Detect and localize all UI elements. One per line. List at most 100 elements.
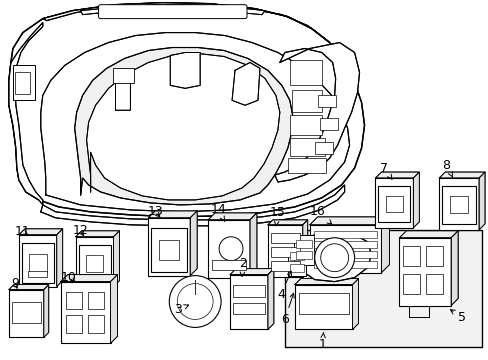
Bar (449, 197, 468, 213)
Bar (76, 237, 113, 287)
Bar (229, 275, 267, 329)
Polygon shape (76, 231, 119, 237)
Bar (314, 142, 332, 154)
Text: 15: 15 (269, 206, 285, 226)
Polygon shape (294, 233, 371, 282)
Bar (208, 220, 249, 278)
Bar (426, 246, 442, 266)
Polygon shape (57, 229, 62, 287)
Polygon shape (170, 53, 200, 88)
Bar (403, 274, 420, 293)
Polygon shape (208, 213, 256, 220)
Polygon shape (412, 172, 419, 228)
Bar (313, 251, 377, 258)
Bar (159, 240, 179, 260)
Polygon shape (9, 23, 42, 205)
Bar (289, 60, 321, 85)
Polygon shape (148, 211, 197, 218)
Polygon shape (375, 172, 419, 178)
Text: 11: 11 (15, 225, 31, 238)
Bar (65, 292, 81, 310)
Circle shape (177, 284, 213, 319)
Polygon shape (309, 217, 388, 225)
Text: 3: 3 (174, 303, 188, 316)
Text: 2: 2 (239, 257, 246, 276)
Bar (317, 95, 335, 107)
Text: 10: 10 (61, 271, 77, 284)
Text: 12: 12 (73, 224, 88, 237)
Polygon shape (381, 217, 388, 273)
Polygon shape (232, 62, 260, 105)
Text: 1: 1 (318, 332, 326, 351)
Polygon shape (229, 269, 273, 275)
Bar (426, 274, 442, 293)
Circle shape (320, 244, 348, 272)
Polygon shape (41, 185, 344, 226)
Bar (79, 245, 110, 283)
Bar (289, 264, 303, 272)
Circle shape (219, 237, 243, 261)
Bar (267, 225, 302, 276)
Bar (9, 289, 44, 337)
Bar (12, 302, 41, 323)
Bar (285, 230, 481, 347)
Polygon shape (399, 231, 457, 238)
Bar (87, 292, 103, 310)
Bar (295, 240, 311, 248)
Polygon shape (86, 54, 279, 200)
Bar (295, 251, 311, 259)
Bar (375, 178, 412, 228)
Bar (441, 186, 475, 224)
Polygon shape (294, 279, 358, 285)
Polygon shape (113, 231, 119, 287)
Bar (289, 138, 324, 156)
Polygon shape (44, 285, 49, 337)
FancyBboxPatch shape (99, 5, 246, 19)
Polygon shape (274, 42, 359, 182)
Bar (233, 285, 264, 297)
Bar (289, 115, 321, 135)
Text: 14: 14 (210, 203, 225, 222)
Text: 13: 13 (147, 205, 163, 219)
Bar (289, 252, 303, 260)
Polygon shape (190, 211, 197, 276)
Polygon shape (267, 220, 307, 225)
Text: 9: 9 (11, 277, 19, 290)
Bar (293, 235, 313, 265)
Polygon shape (302, 220, 307, 276)
Bar (270, 247, 299, 257)
Bar (87, 315, 103, 333)
Bar (13, 66, 35, 100)
Polygon shape (267, 269, 273, 329)
Bar (112, 68, 134, 84)
Polygon shape (61, 275, 117, 282)
Bar (309, 225, 381, 273)
Bar (438, 178, 478, 230)
Bar (270, 261, 299, 271)
Bar (28, 271, 47, 278)
Bar (298, 293, 348, 315)
Bar (29, 254, 46, 272)
Bar (378, 186, 409, 222)
Bar (151, 228, 187, 272)
Polygon shape (450, 231, 457, 306)
Bar (287, 158, 325, 173)
Circle shape (169, 276, 221, 328)
Polygon shape (9, 285, 49, 289)
Bar (270, 233, 299, 243)
Bar (313, 231, 377, 238)
Polygon shape (110, 275, 117, 343)
Bar (22, 243, 54, 283)
Bar (148, 218, 190, 276)
Text: 16: 16 (309, 205, 331, 224)
Bar (403, 246, 420, 266)
Bar (319, 118, 337, 130)
Polygon shape (19, 229, 62, 235)
Polygon shape (438, 172, 484, 178)
Polygon shape (75, 48, 292, 205)
Polygon shape (478, 172, 484, 230)
Bar (212, 260, 245, 270)
Polygon shape (41, 32, 349, 212)
Text: 8: 8 (441, 158, 451, 177)
Polygon shape (42, 3, 329, 42)
